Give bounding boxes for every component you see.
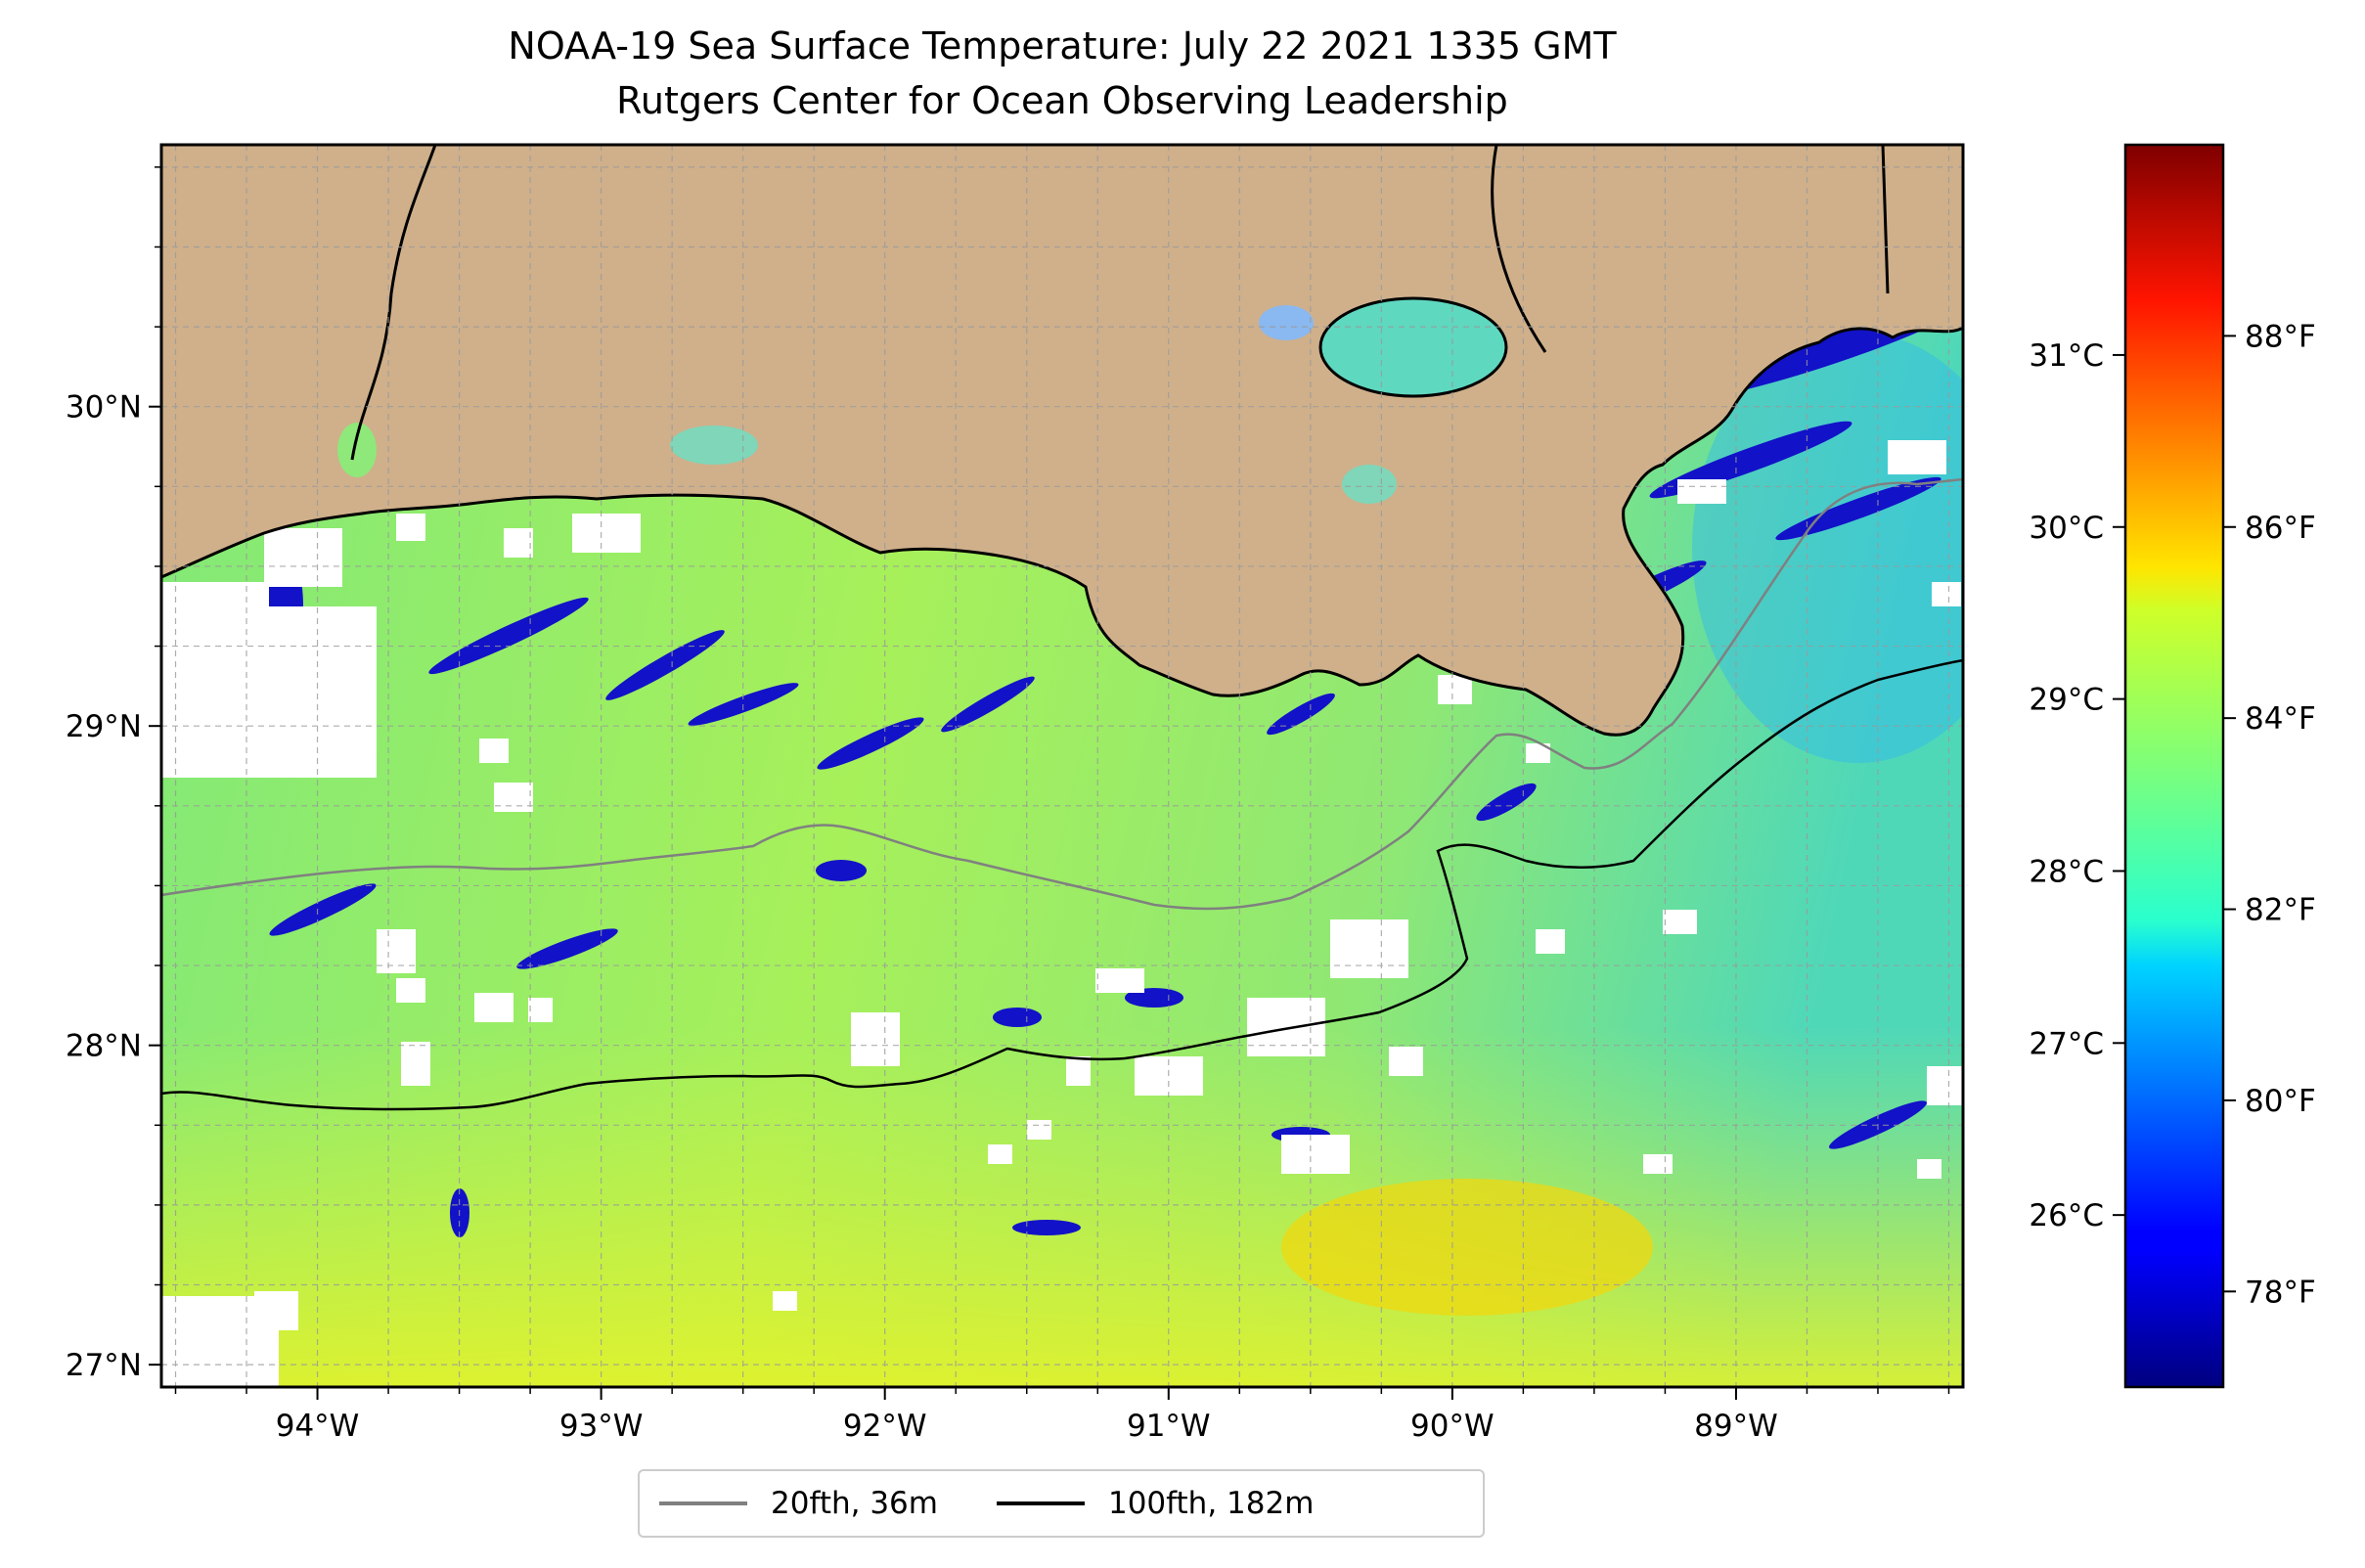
graticule xyxy=(161,145,1963,1387)
y-tick-label: 29°N xyxy=(66,709,142,744)
latitude-ticks: 27°N 28°N 29°N 30°N xyxy=(66,166,161,1383)
map-frame xyxy=(159,143,1965,1389)
isobath-20fth xyxy=(161,477,1963,911)
map-figure: 94°W 93°W 92°W 91°W 90°W 89°W 27°N 28°N 29°N 30°… xyxy=(66,143,2316,1444)
legend-item-100fth: 100fth, 182m xyxy=(996,1486,1315,1521)
x-tick-label: 91°W xyxy=(1127,1409,1211,1444)
y-tick-label: 30°N xyxy=(66,390,142,426)
y-tick-label: 27°N xyxy=(66,1348,142,1383)
x-tick-label: 94°W xyxy=(276,1409,360,1444)
x-tick-label: 89°W xyxy=(1694,1409,1778,1444)
isobath-legend: 20fth, 36m 100fth, 182m xyxy=(638,1469,1485,1538)
isobath-100fth xyxy=(161,658,1963,1111)
colorbar-f-label: 84°F xyxy=(2245,701,2316,737)
colorbar-fahrenheit-ticks: 78°F 80°F 82°F 84°F 86°F 88°F xyxy=(2223,319,2316,1310)
colorbar-c-label: 26°C xyxy=(2029,1198,2104,1233)
x-tick-label: 93°W xyxy=(559,1409,644,1444)
colorbar-c-label: 29°C xyxy=(2029,683,2104,718)
colorbar xyxy=(2123,143,2225,1389)
colorbar-c-label: 30°C xyxy=(2029,511,2104,546)
legend-label-100fth: 100fth, 182m xyxy=(1107,1486,1315,1521)
x-tick-label: 90°W xyxy=(1410,1409,1495,1444)
legend-line-100fth xyxy=(996,1501,1085,1505)
longitude-ticks: 94°W 93°W 92°W 91°W 90°W 89°W xyxy=(174,1387,1950,1444)
legend-item-20fth: 20fth, 36m xyxy=(659,1486,938,1521)
legend-label-20fth: 20fth, 36m xyxy=(771,1486,938,1521)
map-subtitle: Rutgers Center for Ocean Observing Leade… xyxy=(616,79,1508,122)
lake-white xyxy=(670,426,758,465)
colorbar-c-label: 27°C xyxy=(2029,1026,2104,1061)
cool-patch-east xyxy=(1692,333,1963,763)
lake-calcasieu xyxy=(337,423,377,477)
lake-salvador xyxy=(1342,465,1397,504)
warm-patch xyxy=(1281,1179,1653,1316)
colorbar-f-label: 80°F xyxy=(2245,1084,2316,1119)
map-title: NOAA-19 Sea Surface Temperature: July 22… xyxy=(508,24,1617,67)
colorbar-c-label: 28°C xyxy=(2029,854,2104,889)
colorbar-f-label: 78°F xyxy=(2245,1275,2316,1310)
state-border-la-ms xyxy=(1491,145,1547,353)
legend-line-20fth xyxy=(659,1501,747,1505)
state-border-ms-al xyxy=(1881,145,1890,294)
colorbar-f-label: 82°F xyxy=(2245,893,2316,928)
y-tick-label: 28°N xyxy=(66,1029,142,1064)
lake-pontchartrain xyxy=(1318,296,1508,398)
map-area xyxy=(161,145,1963,1387)
lake-small xyxy=(1259,305,1314,340)
colorbar-f-label: 86°F xyxy=(2245,511,2316,546)
state-border-tx-la xyxy=(350,145,437,461)
colorbar-celsius-ticks: 26°C 27°C 28°C 29°C 30°C 31°C xyxy=(2029,338,2125,1233)
colorbar-c-label: 31°C xyxy=(2029,338,2104,374)
x-tick-label: 92°W xyxy=(843,1409,927,1444)
warm-water-south xyxy=(161,1027,1963,1387)
colorbar-f-label: 88°F xyxy=(2245,319,2316,354)
